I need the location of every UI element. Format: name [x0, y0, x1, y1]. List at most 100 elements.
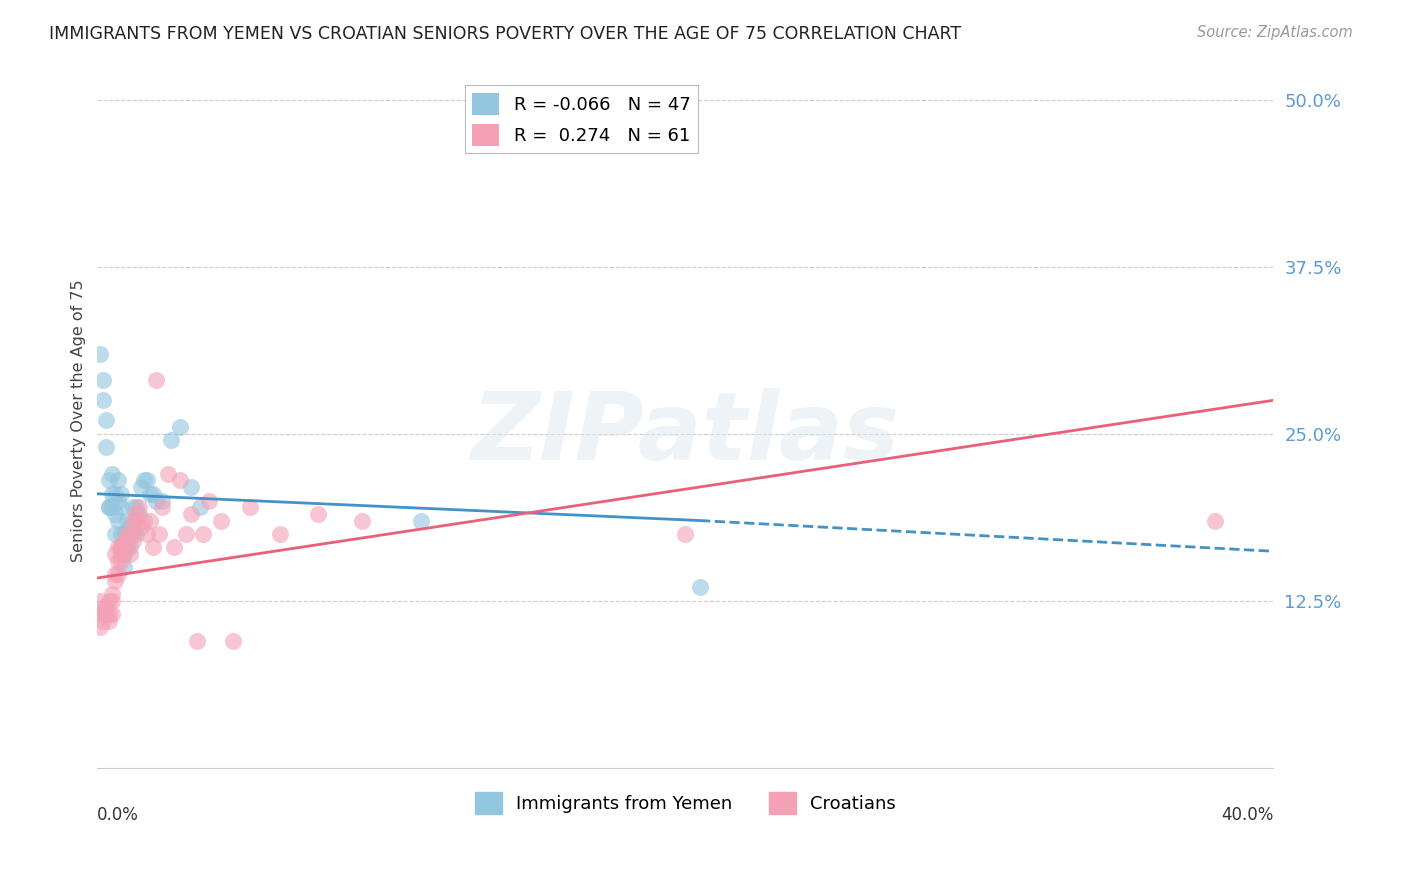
Point	[110, 527, 132, 541]
Point	[89, 593, 111, 607]
Point	[91, 607, 114, 621]
Text: 40.0%: 40.0%	[1220, 805, 1274, 824]
Point	[134, 514, 156, 528]
Point	[110, 554, 132, 568]
Point	[163, 541, 186, 555]
Text: 0.0%: 0.0%	[97, 805, 139, 824]
Point	[142, 487, 165, 501]
Point	[136, 474, 159, 488]
Point	[107, 554, 129, 568]
Point	[98, 474, 121, 488]
Point	[131, 520, 153, 534]
Point	[112, 527, 135, 541]
Point	[118, 527, 141, 541]
Point	[169, 420, 191, 434]
Point	[139, 487, 162, 501]
Point	[193, 527, 215, 541]
Point	[134, 474, 156, 488]
Point	[104, 487, 127, 501]
Point	[101, 467, 124, 481]
Point	[118, 541, 141, 555]
Point	[115, 533, 138, 548]
Point	[101, 593, 124, 607]
Point	[110, 500, 132, 515]
Point	[101, 487, 124, 501]
Point	[91, 393, 114, 408]
Point	[91, 614, 114, 628]
Point	[121, 527, 143, 541]
Point	[101, 587, 124, 601]
Point	[150, 500, 173, 515]
Point	[186, 633, 208, 648]
Point	[221, 633, 243, 648]
Point	[409, 514, 432, 528]
Point	[112, 541, 135, 555]
Point	[174, 527, 197, 541]
Point	[98, 500, 121, 515]
Point	[124, 500, 146, 515]
Point	[350, 514, 373, 528]
Point	[101, 607, 124, 621]
Text: ZIPatlas: ZIPatlas	[471, 388, 900, 480]
Point	[101, 500, 124, 515]
Point	[148, 527, 170, 541]
Point	[96, 440, 118, 454]
Point	[239, 500, 262, 515]
Point	[112, 547, 135, 561]
Point	[160, 434, 183, 448]
Point	[91, 373, 114, 387]
Point	[104, 566, 127, 581]
Y-axis label: Seniors Poverty Over the Age of 75: Seniors Poverty Over the Age of 75	[72, 279, 86, 562]
Point	[98, 500, 121, 515]
Point	[124, 514, 146, 528]
Point	[98, 607, 121, 621]
Point	[91, 600, 114, 615]
Point	[107, 541, 129, 555]
Point	[269, 527, 291, 541]
Point	[89, 346, 111, 360]
Point	[115, 514, 138, 528]
Point	[673, 527, 696, 541]
Point	[110, 487, 132, 501]
Point	[98, 593, 121, 607]
Point	[689, 580, 711, 594]
Point	[169, 474, 191, 488]
Point	[136, 527, 159, 541]
Point	[110, 541, 132, 555]
Point	[128, 500, 150, 515]
Legend: R = -0.066   N = 47, R =  0.274   N = 61: R = -0.066 N = 47, R = 0.274 N = 61	[465, 86, 697, 153]
Point	[121, 533, 143, 548]
Point	[110, 547, 132, 561]
Point	[107, 514, 129, 528]
Point	[96, 607, 118, 621]
Point	[104, 527, 127, 541]
Point	[112, 547, 135, 561]
Point	[121, 500, 143, 515]
Point	[180, 507, 202, 521]
Point	[110, 541, 132, 555]
Text: IMMIGRANTS FROM YEMEN VS CROATIAN SENIORS POVERTY OVER THE AGE OF 75 CORRELATION: IMMIGRANTS FROM YEMEN VS CROATIAN SENIOR…	[49, 25, 962, 43]
Point	[96, 413, 118, 427]
Point	[112, 560, 135, 574]
Point	[107, 566, 129, 581]
Point	[115, 527, 138, 541]
Point	[145, 373, 167, 387]
Point	[128, 507, 150, 521]
Point	[112, 533, 135, 548]
Point	[131, 480, 153, 494]
Point	[96, 600, 118, 615]
Point	[89, 620, 111, 634]
Point	[104, 574, 127, 588]
Text: Source: ZipAtlas.com: Source: ZipAtlas.com	[1197, 25, 1353, 40]
Point	[188, 500, 211, 515]
Point	[107, 474, 129, 488]
Point	[180, 480, 202, 494]
Point	[118, 520, 141, 534]
Point	[139, 514, 162, 528]
Point	[124, 507, 146, 521]
Point	[115, 541, 138, 555]
Point	[98, 614, 121, 628]
Point	[89, 607, 111, 621]
Point	[107, 493, 129, 508]
Point	[104, 547, 127, 561]
